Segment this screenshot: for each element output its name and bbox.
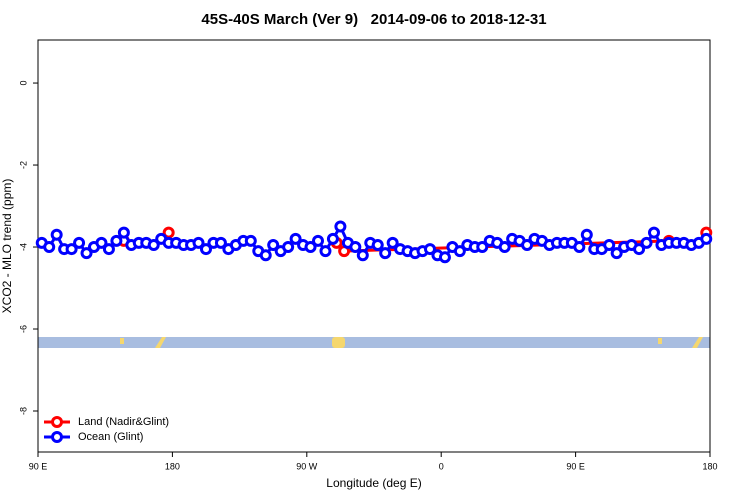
chart-title: 45S-40S March (Ver 9) 2014-09-06 to 2018… (201, 11, 546, 28)
data-point (192, 236, 205, 249)
x-tick-label: 180 (165, 461, 180, 471)
data-point (312, 234, 324, 247)
land-patch (155, 337, 166, 348)
legend-marker (51, 431, 63, 443)
y-tick-label: -4 (18, 243, 28, 251)
data-point (648, 226, 660, 239)
data-point (80, 247, 93, 260)
x-tick-label: 90 E (29, 461, 48, 471)
data-point (580, 228, 593, 241)
data-point (95, 236, 108, 249)
data-point (304, 241, 317, 254)
data-point (110, 234, 123, 247)
data-point (50, 228, 63, 241)
data-point (267, 238, 280, 251)
data-point (102, 243, 115, 256)
legend-label: Ocean (Glint) (78, 431, 143, 443)
data-point (438, 251, 451, 264)
data-point (147, 238, 160, 251)
land-patch (692, 337, 703, 348)
land-patch (332, 337, 345, 348)
data-point (633, 243, 646, 256)
data-point (476, 241, 489, 254)
legend-label: Land (Nadir&Glint) (78, 416, 169, 428)
y-tick-label: -8 (18, 407, 28, 415)
x-tick-label: 90 W (296, 461, 318, 471)
y-tick-label: 0 (18, 81, 28, 86)
data-point (424, 243, 436, 256)
data-point (282, 241, 295, 254)
x-tick-label: 180 (702, 461, 717, 471)
data-point (73, 236, 86, 249)
data-point (700, 232, 713, 245)
data-point (498, 241, 511, 254)
land-patch (120, 338, 124, 344)
data-point (386, 236, 399, 249)
data-point (326, 232, 339, 245)
data-point (610, 247, 623, 260)
x-axis-label: Longitude (deg E) (326, 476, 421, 490)
data-point (200, 243, 212, 256)
data-point (65, 243, 78, 256)
data-point (259, 249, 272, 262)
data-point (603, 238, 616, 251)
y-tick-label: -2 (18, 161, 28, 169)
data-point (289, 232, 302, 245)
x-tick-label: 90 E (566, 461, 585, 471)
data-point (244, 234, 257, 247)
data-point (43, 241, 56, 254)
data-point (521, 238, 534, 251)
data-point (319, 245, 332, 258)
data-point (349, 241, 362, 254)
land-patch (658, 338, 662, 344)
surface-band (38, 337, 710, 348)
y-axis-label: XCO2 - MLO trend (ppm) (0, 179, 14, 314)
data-point (117, 226, 130, 239)
data-point (640, 236, 653, 249)
ocean-band (38, 337, 710, 348)
legend-marker (51, 416, 63, 428)
x-tick-label: 0 (439, 461, 444, 471)
data-point (356, 249, 369, 262)
data-point (453, 245, 466, 258)
data-point (379, 247, 392, 260)
data-point (334, 220, 347, 233)
data-point (371, 238, 384, 251)
data-point (573, 241, 586, 254)
data-point (214, 236, 227, 249)
y-tick-label: -6 (18, 325, 28, 333)
